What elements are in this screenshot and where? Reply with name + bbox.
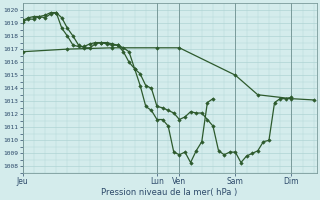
X-axis label: Pression niveau de la mer( hPa ): Pression niveau de la mer( hPa )	[101, 188, 238, 197]
